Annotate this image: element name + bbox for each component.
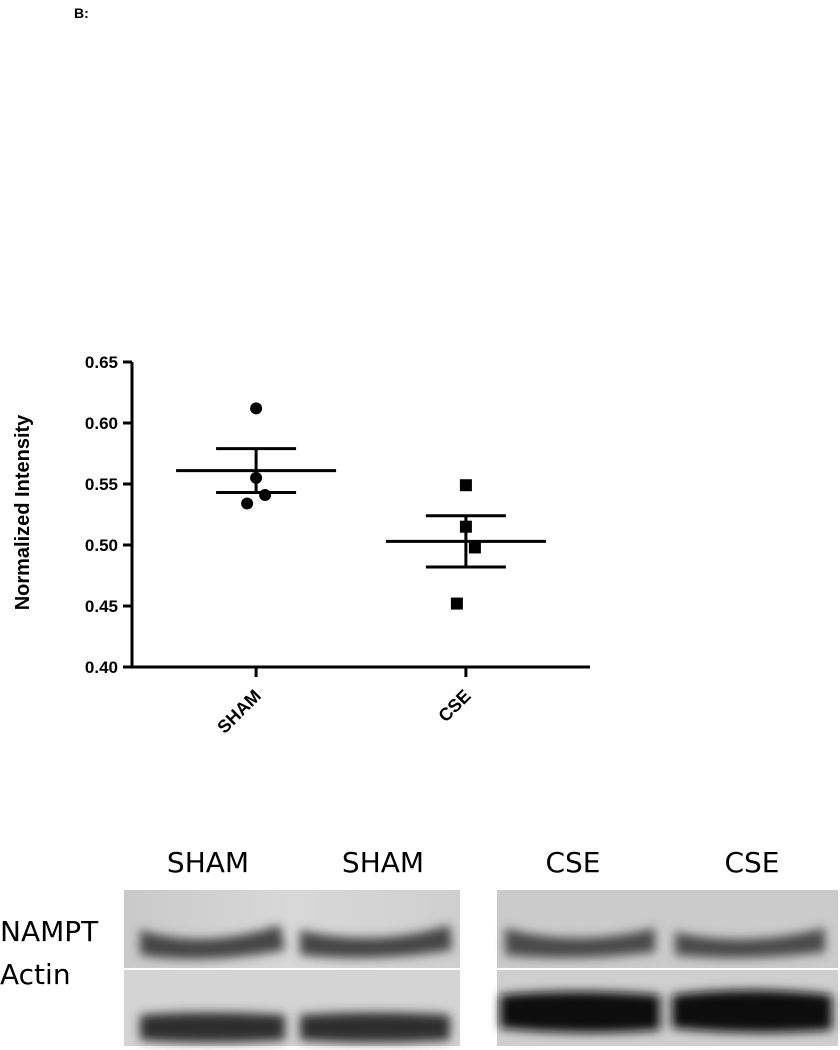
dot-plot: 0.40 0.45 0.50 0.55 0.60 0.65 Normalized Inten… <box>12 353 590 737</box>
data-point <box>259 488 272 501</box>
y-axis-label: Normalized Intensity <box>12 414 34 610</box>
western-blot: SHAM SHAM CSE CSE NAMPT Actin <box>0 846 838 1046</box>
y-tick-label: 0.40 <box>85 658 118 677</box>
x-tick-label: SHAM <box>213 686 265 738</box>
x-tick-label: CSE <box>434 686 474 726</box>
panel-label: B: <box>74 5 89 21</box>
y-tick-label: 0.55 <box>85 475 118 494</box>
y-tick-label: 0.60 <box>85 414 118 433</box>
lane-label: CSE <box>545 846 600 879</box>
y-tick-label: 0.45 <box>85 597 118 616</box>
row-label: Actin <box>0 958 71 991</box>
bands <box>140 925 832 1043</box>
data-point <box>241 497 254 510</box>
y-tick-label: 0.50 <box>85 536 118 555</box>
y-tick-label: 0.65 <box>85 353 118 372</box>
data-point <box>468 541 481 554</box>
lane-label: CSE <box>724 846 779 879</box>
data-point <box>459 479 472 492</box>
lane-label: SHAM <box>342 846 424 879</box>
row-label: NAMPT <box>0 915 99 948</box>
data-point <box>250 402 263 415</box>
data-point <box>450 597 463 610</box>
lane-label: SHAM <box>167 846 249 879</box>
